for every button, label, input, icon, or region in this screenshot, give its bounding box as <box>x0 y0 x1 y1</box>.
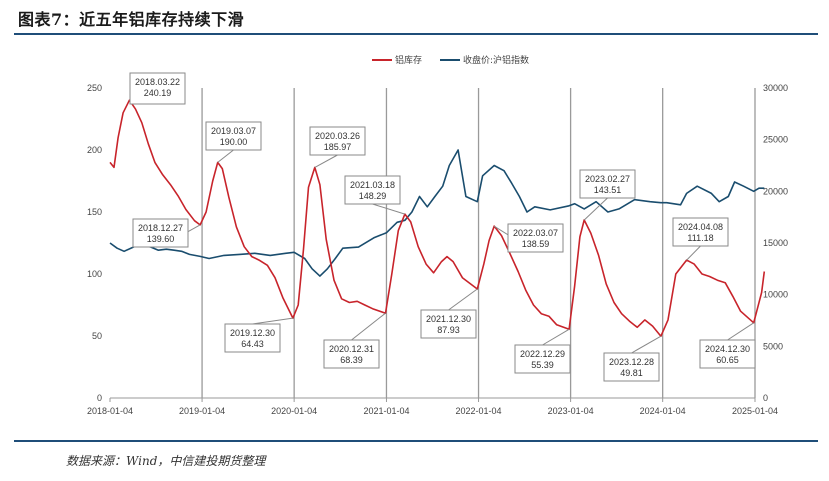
annotation-leader <box>727 322 755 341</box>
x-tick-label: 2021-01-04 <box>363 406 409 416</box>
annotation-leader <box>372 203 406 215</box>
x-tick-label: 2018-01-04 <box>87 406 133 416</box>
annotation-date: 2020.12.31 <box>329 344 374 354</box>
source-note: 数据来源：Wind，中信建投期货整理 <box>66 454 266 468</box>
annotation-leader <box>631 335 662 354</box>
annotation-box <box>420 309 477 339</box>
annotation-value: 143.51 <box>594 185 622 195</box>
annotation-leader <box>542 328 570 346</box>
annotation-date: 2022.12.29 <box>520 349 565 359</box>
annotation-date: 2019.03.07 <box>211 126 256 136</box>
y-left-tick-label: 250 <box>87 83 102 93</box>
figure-title: 图表7：近五年铝库存持续下滑 <box>18 10 245 29</box>
y-right-tick-label: 0 <box>763 393 768 403</box>
annotation-leader <box>686 245 701 261</box>
x-tick-label: 2024-01-04 <box>640 406 686 416</box>
x-tick-label: 2019-01-04 <box>179 406 225 416</box>
annotation-leader <box>448 288 478 311</box>
x-tick-label: 2020-01-04 <box>271 406 317 416</box>
annotation-box <box>205 121 262 151</box>
annotation-date: 2019.12.30 <box>230 328 275 338</box>
annotation-value: 185.97 <box>324 142 352 152</box>
annotation-date: 2018.03.22 <box>135 77 180 87</box>
footer-divider <box>14 440 818 442</box>
chart-legend: 铝库存 收盘价:沪铝指数 <box>372 54 529 66</box>
annotation-box <box>507 223 564 253</box>
annotation-box <box>132 218 189 248</box>
annotation-value: 148.29 <box>359 191 387 201</box>
y-right-tick-label: 20000 <box>763 186 788 196</box>
annotation-date: 2022.03.07 <box>513 228 558 238</box>
series-layer <box>109 99 766 338</box>
annotation-box <box>603 352 660 382</box>
y-right-tick-label: 30000 <box>763 83 788 93</box>
annotation-date: 2018.12.27 <box>138 223 183 233</box>
annotation-value: 111.18 <box>687 233 713 243</box>
x-tick-label: 2025-01-04 <box>732 406 778 416</box>
annotation-leader <box>314 154 338 168</box>
annotation-box <box>514 344 571 374</box>
series-line-index <box>109 149 765 277</box>
annotation-value: 138.59 <box>522 239 550 249</box>
annotation-value: 190.00 <box>220 137 248 147</box>
annotation-date: 2023.02.27 <box>585 174 630 184</box>
year-divider-lines <box>201 88 756 398</box>
annotation-value: 68.39 <box>340 355 363 365</box>
y-right-tick-label: 5000 <box>763 341 783 351</box>
chart-axes: 0 50 100 150 200 250 0 5000 10000 15000 20000 25000… <box>87 83 788 416</box>
y-right-tick-label: 25000 <box>763 135 788 145</box>
annotation-leader <box>583 197 608 221</box>
legend-label: 收盘价:沪铝指数 <box>463 54 529 66</box>
y-left-tick-label: 150 <box>87 207 102 217</box>
x-tick-label: 2023-01-04 <box>548 406 594 416</box>
annotation-box <box>323 339 380 369</box>
annotation-date: 2021.03.18 <box>350 180 395 190</box>
annotation-leader <box>252 317 293 325</box>
x-tick-label: 2022-01-04 <box>456 406 502 416</box>
line-chart: 0 50 100 150 200 250 0 5000 10000 15000 20000 25000… <box>87 54 788 416</box>
annotation-value: 139.60 <box>147 234 175 244</box>
y-right-tick-label: 15000 <box>763 238 788 248</box>
y-left-tick-label: 200 <box>87 145 102 155</box>
title-divider <box>14 33 818 35</box>
annotation-date: 2020.03.26 <box>315 131 360 141</box>
annotation-box <box>224 323 281 353</box>
y-right-tick-label: 10000 <box>763 290 788 300</box>
annotation-box <box>344 175 401 205</box>
annotation-value: 240.19 <box>144 88 172 98</box>
y-left-tick-label: 100 <box>87 269 102 279</box>
annotation-date: 2024.12.30 <box>705 344 750 354</box>
annotation-value: 64.43 <box>241 339 264 349</box>
annotation-date: 2023.12.28 <box>609 357 654 367</box>
y-left-tick-label: 0 <box>97 393 102 403</box>
legend-label: 铝库存 <box>395 54 422 66</box>
annotation-value: 60.65 <box>716 355 739 365</box>
annotation-value: 49.81 <box>620 368 643 378</box>
annotation-box <box>129 72 186 105</box>
series-line-inventory <box>109 99 766 338</box>
annotation-value: 87.93 <box>437 325 460 335</box>
y-left-tick-label: 50 <box>92 331 102 341</box>
annotation-box <box>699 339 756 369</box>
annotation-box <box>309 126 366 156</box>
annotation-box <box>579 169 636 199</box>
annotation-box <box>672 217 729 247</box>
annotation-leader <box>217 149 234 163</box>
annotation-date: 2024.04.08 <box>678 222 723 232</box>
annotation-leader <box>351 312 386 341</box>
annotation-value: 55.39 <box>531 360 554 370</box>
annotation-date: 2021.12.30 <box>426 314 471 324</box>
